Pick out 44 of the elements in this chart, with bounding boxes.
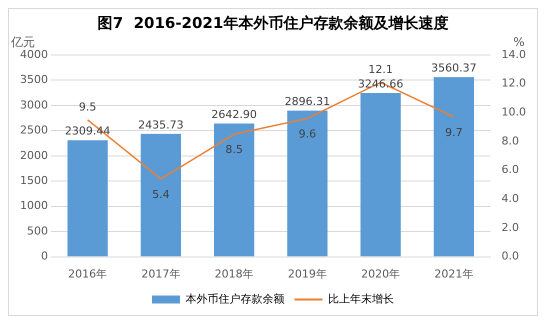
y2-tick-label: 14.0: [502, 48, 526, 61]
data-label: 9.7: [445, 126, 463, 139]
bar: [214, 123, 254, 256]
bar: [360, 93, 401, 256]
y-tick-label: 1000: [20, 199, 48, 212]
y2-tick-label: 4.0: [502, 192, 520, 205]
data-label: 9.6: [298, 127, 316, 140]
y-axis-title: 亿元: [10, 35, 35, 50]
data-label: 3560.37: [431, 62, 477, 75]
y2-tick-label: 12.0: [502, 76, 526, 90]
bar: [434, 77, 474, 256]
y2-tick-label: 10.0: [502, 106, 526, 119]
x-tick-label: 2019年: [288, 267, 327, 280]
y2-tick-label: 2.0: [502, 220, 520, 234]
y-tick-label: 2500: [20, 124, 48, 137]
y2-tick-label: 8.0: [502, 134, 520, 148]
data-label: 2896.31: [284, 95, 330, 108]
data-label: 5.4: [152, 188, 170, 201]
y-tick-label: 500: [26, 224, 48, 238]
y-tick-label: 0: [40, 250, 48, 263]
chart-title: 图7 2016-2021年本外币住户存款余额及增长速度: [98, 14, 448, 32]
x-tick-label: 2017年: [141, 267, 180, 280]
legend-label: 比上年末增长: [328, 292, 394, 306]
bar: [287, 110, 328, 256]
x-tick-label: 2021年: [434, 267, 474, 280]
y-tick-label: 3500: [20, 73, 48, 86]
bar: [140, 134, 182, 256]
x-tick-label: 2020年: [361, 267, 400, 280]
bar: [67, 140, 108, 256]
data-label: 2642.90: [211, 108, 257, 121]
data-label: 12.1: [368, 63, 393, 76]
y-tick-label: 4000: [20, 48, 48, 61]
data-label: 8.5: [225, 143, 243, 156]
y2-axis-title: %: [513, 35, 525, 50]
x-tick-label: 2016年: [68, 267, 108, 280]
y2-tick-label: 6.0: [502, 163, 520, 176]
y2-tick-label: 0.0: [502, 250, 520, 263]
x-tick-label: 2018年: [214, 267, 254, 280]
data-label: 2435.73: [138, 118, 184, 132]
data-label: 9.5: [78, 100, 96, 114]
legend-label: 本外币住户存款余额: [186, 292, 284, 306]
y-tick-label: 2000: [20, 148, 48, 162]
y-tick-label: 3000: [20, 98, 48, 112]
y-tick-label: 1500: [20, 174, 48, 187]
